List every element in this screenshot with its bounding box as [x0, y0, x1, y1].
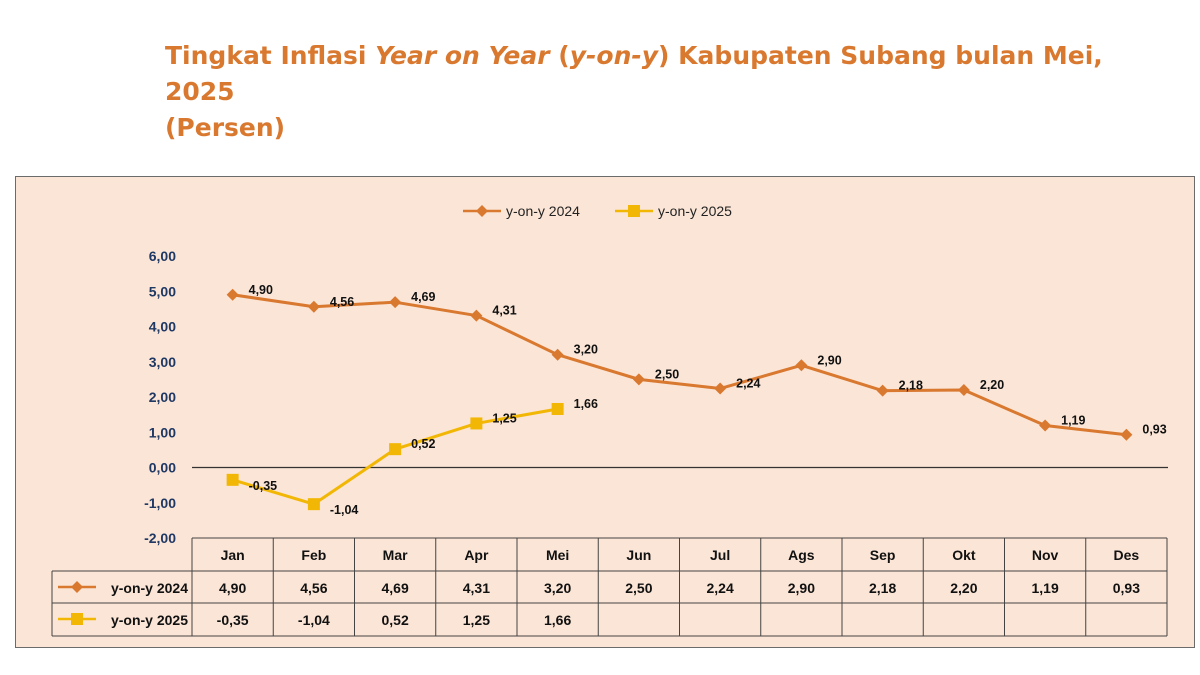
title-part2: Year on Year	[375, 41, 550, 70]
x-category-label: Okt	[952, 547, 976, 563]
data-point	[957, 383, 970, 396]
table-series-name: y-on-y 2025	[111, 612, 188, 628]
data-point	[1120, 428, 1133, 441]
data-label: -0,35	[249, 479, 278, 493]
table-legend-marker	[71, 581, 83, 593]
y-tick-label: 6,00	[149, 248, 176, 264]
table-cell-value: 1,25	[463, 612, 490, 628]
table-legend-marker	[71, 613, 83, 625]
y-tick-label: 5,00	[149, 283, 176, 299]
data-point	[551, 348, 564, 361]
data-label: 1,25	[492, 411, 516, 425]
data-point	[714, 382, 727, 395]
y-tick-label: 4,00	[149, 319, 176, 335]
data-point	[226, 473, 239, 486]
table-cell-value: 4,90	[219, 580, 246, 596]
data-point	[307, 498, 320, 511]
data-label: 4,90	[249, 283, 273, 297]
x-category-label: Jan	[221, 547, 245, 563]
x-category-label: Mei	[546, 547, 569, 563]
table-cell-value: 1,66	[544, 612, 571, 628]
table-cell-value: 4,56	[300, 580, 327, 596]
table-cell-value: 2,90	[788, 580, 815, 596]
y-tick-label: -1,00	[144, 495, 176, 511]
x-category-label: Ags	[788, 547, 815, 563]
x-category-label: Jul	[710, 547, 730, 563]
table-cell-value: -1,04	[298, 612, 330, 628]
table-cell-value: 2,20	[950, 580, 977, 596]
data-label: 3,20	[574, 343, 598, 357]
x-category-label: Sep	[870, 547, 896, 563]
data-point	[307, 300, 320, 313]
data-label: 4,31	[492, 304, 516, 318]
y-tick-label: -2,00	[144, 530, 176, 546]
table-cell-value: 0,52	[382, 612, 409, 628]
chart-area	[15, 176, 1195, 648]
title-part5: ) Kabupaten Subang bulan Mei, 2025	[165, 41, 1103, 106]
table-cell-value: 4,31	[463, 580, 490, 596]
x-category-label: Feb	[301, 547, 326, 563]
data-label: 4,56	[330, 295, 354, 309]
table-cell-value: 2,24	[707, 580, 734, 596]
table-cell-value: 0,93	[1113, 580, 1140, 596]
data-point	[795, 359, 808, 372]
x-category-label: Des	[1114, 547, 1140, 563]
legend-marker	[628, 205, 640, 217]
data-point	[876, 384, 889, 397]
y-tick-label: 1,00	[149, 424, 176, 440]
x-category-label: Nov	[1032, 547, 1059, 563]
x-category-label: Jun	[626, 547, 651, 563]
table-cell-value: 1,19	[1032, 580, 1059, 596]
legend-label: y-on-y 2025	[658, 203, 732, 219]
data-point	[226, 288, 239, 301]
data-label: 1,66	[574, 397, 598, 411]
y-tick-label: 2,00	[149, 389, 176, 405]
x-category-label: Mar	[383, 547, 408, 563]
table-cell-value: 4,69	[382, 580, 409, 596]
data-point	[470, 309, 483, 322]
legend-marker	[476, 205, 488, 217]
data-point	[551, 402, 564, 415]
data-label: 1,19	[1061, 414, 1085, 428]
data-point	[389, 296, 402, 309]
data-label: 0,52	[411, 437, 435, 451]
title-part1: Tingkat Inflasi	[165, 41, 376, 70]
data-label: 0,93	[1142, 423, 1166, 437]
title-part4: y-on-y	[569, 41, 659, 70]
y-tick-label: 0,00	[149, 460, 176, 476]
title-unit: (Persen)	[165, 113, 286, 142]
table-cell-value: 2,18	[869, 580, 896, 596]
data-label: 2,50	[655, 367, 679, 381]
data-label: 2,24	[736, 377, 760, 391]
data-label: 4,69	[411, 290, 435, 304]
series-line-2024	[232, 293, 1127, 437]
table-series-name: y-on-y 2024	[111, 580, 188, 596]
table-cell-value: 2,50	[625, 580, 652, 596]
data-point	[470, 417, 483, 430]
table-cell-value: 3,20	[544, 580, 571, 596]
title-part3: (	[549, 41, 570, 70]
legend-label: y-on-y 2024	[506, 203, 580, 219]
table-cell-value: -0,35	[217, 612, 249, 628]
data-point	[632, 373, 645, 386]
data-label: 2,20	[980, 378, 1004, 392]
x-category-label: Apr	[464, 547, 489, 563]
y-tick-label: 3,00	[149, 354, 176, 370]
data-label: -1,04	[330, 503, 359, 517]
data-label: 2,90	[817, 353, 841, 367]
data-point	[1039, 419, 1052, 432]
data-point	[389, 443, 402, 456]
chart-title: Tingkat Inflasi Year on Year (y-on-y) Ka…	[165, 38, 1165, 146]
data-label: 2,18	[899, 379, 923, 393]
